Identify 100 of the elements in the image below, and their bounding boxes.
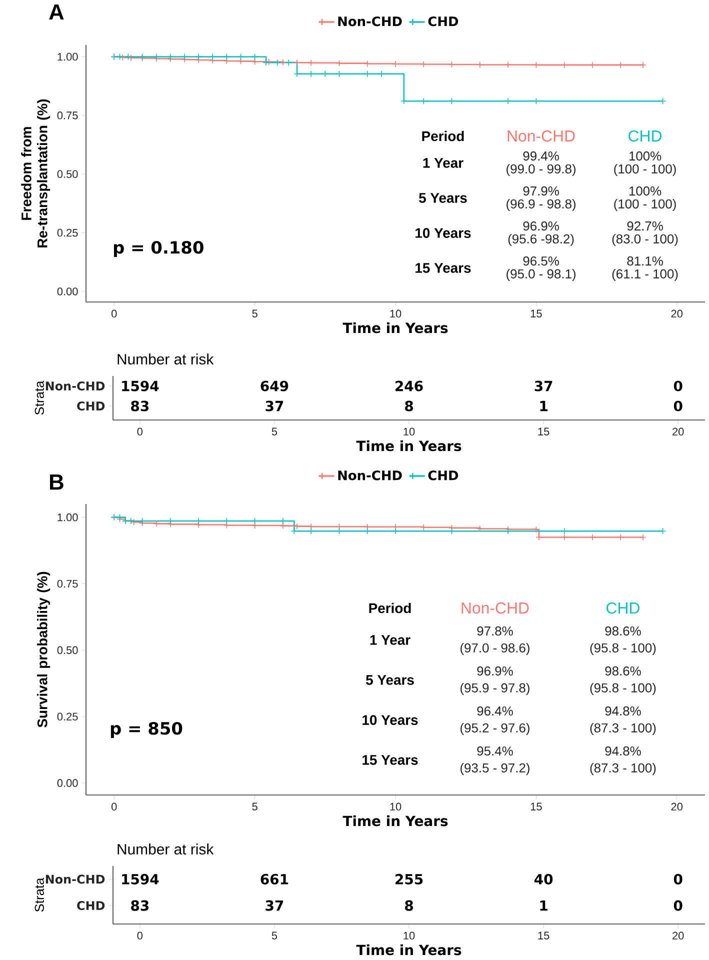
chart-title: B bbox=[50, 474, 64, 490]
x-tick-label: 20 bbox=[671, 802, 683, 811]
annotation: Non-CHD bbox=[462, 602, 529, 614]
annotation: (95.2 - 97.6) bbox=[460, 722, 530, 736]
x-axis-title: Time in Years bbox=[356, 440, 462, 452]
annotation: 96.5% bbox=[523, 256, 559, 266]
data-label: 37 bbox=[534, 380, 552, 392]
y-tick-label: 0.75 bbox=[57, 580, 78, 588]
data-label: 255 bbox=[396, 874, 423, 884]
annotation: 97.9% bbox=[523, 186, 559, 196]
annotation: Period bbox=[422, 130, 464, 142]
data-label: 0 bbox=[674, 380, 682, 392]
data-label: 1594 bbox=[122, 380, 159, 392]
annotation: (95.9 - 97.8) bbox=[460, 682, 530, 696]
chart-title: Number at risk bbox=[118, 354, 214, 365]
x-tick-label: 0 bbox=[112, 802, 117, 811]
y-tick-label: 0.25 bbox=[57, 712, 78, 720]
y-tick-label: 0.25 bbox=[57, 228, 78, 237]
annotation: 96.4% bbox=[477, 706, 513, 716]
annotation: (97.0 - 98.6) bbox=[460, 642, 530, 656]
y-tick-label: CHD bbox=[77, 901, 105, 910]
annotation: 97.8% bbox=[477, 626, 513, 636]
x-tick-label: 20 bbox=[672, 932, 684, 940]
annotation: (83.0 - 100) bbox=[612, 234, 678, 246]
annotation: 100% bbox=[629, 186, 662, 196]
chart-title: Number at risk bbox=[118, 844, 214, 855]
annotation: 92.7% bbox=[627, 221, 663, 231]
annotation: 99.4% bbox=[523, 151, 559, 161]
data-label: 83 bbox=[131, 900, 149, 911]
x-tick-label: 10 bbox=[404, 428, 415, 436]
annotation: (61.1 - 100) bbox=[612, 268, 678, 282]
x-tick-label: 10 bbox=[390, 802, 402, 811]
legend-label: CHD bbox=[428, 470, 458, 480]
annotation: 10 Years bbox=[416, 228, 471, 238]
x-tick-label: 0 bbox=[137, 428, 143, 436]
x-axis-title: Time in Years bbox=[342, 322, 448, 334]
y-tick-label: CHD bbox=[77, 401, 105, 411]
y-tick-label: 0.50 bbox=[57, 646, 78, 654]
y-tick-label: 1.00 bbox=[58, 52, 78, 61]
annotation: CHD bbox=[606, 602, 640, 614]
data-label: 661 bbox=[260, 874, 288, 884]
y-axis-title: Strata bbox=[34, 380, 44, 415]
y-tick-label: Non-CHD bbox=[46, 381, 105, 391]
annotation: 15 Years bbox=[416, 263, 471, 273]
annotation: 81.1% bbox=[627, 256, 663, 266]
annotation: 95.4% bbox=[477, 746, 513, 756]
x-tick-label: 5 bbox=[272, 428, 278, 436]
data-label: 8 bbox=[405, 400, 413, 412]
annotation: Non-CHD bbox=[508, 130, 575, 142]
legend-label: CHD bbox=[428, 16, 458, 26]
y-axis-title: Survival probability (%) bbox=[37, 572, 50, 728]
annotation: (95.0 - 98.1) bbox=[506, 268, 576, 282]
x-tick-label: 10 bbox=[404, 932, 415, 940]
x-tick-label: 15 bbox=[538, 428, 550, 436]
data-label: 83 bbox=[131, 400, 149, 412]
annotation: (96.9 - 98.8) bbox=[506, 198, 576, 212]
annotation: (100 - 100) bbox=[614, 198, 676, 212]
annotation: 94.8% bbox=[605, 706, 641, 716]
annotation: p = 0.180 bbox=[114, 240, 204, 258]
y-tick-label: 0.50 bbox=[57, 170, 78, 178]
annotation: 96.9% bbox=[523, 221, 559, 231]
data-label: 0 bbox=[674, 400, 682, 412]
y-tick-label: 0.00 bbox=[57, 779, 78, 787]
annotation: 10 Years bbox=[362, 715, 418, 725]
annotation: 100% bbox=[629, 151, 662, 161]
x-tick-label: 15 bbox=[530, 802, 542, 810]
data-label: 246 bbox=[396, 380, 423, 392]
y-tick-label: 0.00 bbox=[57, 288, 78, 296]
annotation: 5 Years bbox=[418, 193, 467, 203]
y-axis-title: Freedom from Re-transplantation (%) bbox=[21, 99, 50, 248]
x-tick-label: 20 bbox=[671, 310, 683, 318]
data-label: 0 bbox=[674, 900, 682, 911]
data-label: 1 bbox=[540, 400, 548, 412]
x-tick-label: 0 bbox=[112, 310, 117, 318]
annotation: (99.0 - 99.8) bbox=[506, 164, 576, 176]
annotation: 94.8% bbox=[605, 746, 641, 756]
annotation: (95.8 - 100) bbox=[590, 642, 656, 656]
x-tick-label: 10 bbox=[390, 310, 402, 318]
data-label: 8 bbox=[405, 900, 413, 911]
data-label: 1594 bbox=[122, 874, 159, 884]
legend-label: Non-CHD bbox=[338, 16, 402, 26]
annotation: Period bbox=[369, 602, 411, 614]
annotation: (95.8 - 100) bbox=[590, 682, 656, 696]
x-axis-title: Time in Years bbox=[342, 815, 448, 826]
annotation: (87.3 - 100) bbox=[590, 762, 656, 776]
annotation: (100 - 100) bbox=[614, 164, 676, 176]
annotation: 98.6% bbox=[605, 666, 641, 676]
data-label: 40 bbox=[534, 874, 553, 884]
data-label: 1 bbox=[540, 900, 548, 911]
x-axis-title: Time in Years bbox=[356, 944, 462, 956]
x-tick-label: 0 bbox=[137, 932, 143, 940]
annotation: 96.9% bbox=[477, 666, 513, 676]
x-tick-label: 5 bbox=[252, 802, 258, 810]
x-tick-label: 5 bbox=[252, 310, 258, 318]
y-tick-label: Non-CHD bbox=[46, 874, 105, 884]
data-label: 0 bbox=[674, 874, 682, 884]
annotation: 1 Year bbox=[423, 158, 464, 168]
annotation: 5 Years bbox=[366, 675, 414, 685]
x-tick-label: 15 bbox=[530, 310, 542, 318]
y-tick-label: 1.00 bbox=[58, 513, 78, 522]
